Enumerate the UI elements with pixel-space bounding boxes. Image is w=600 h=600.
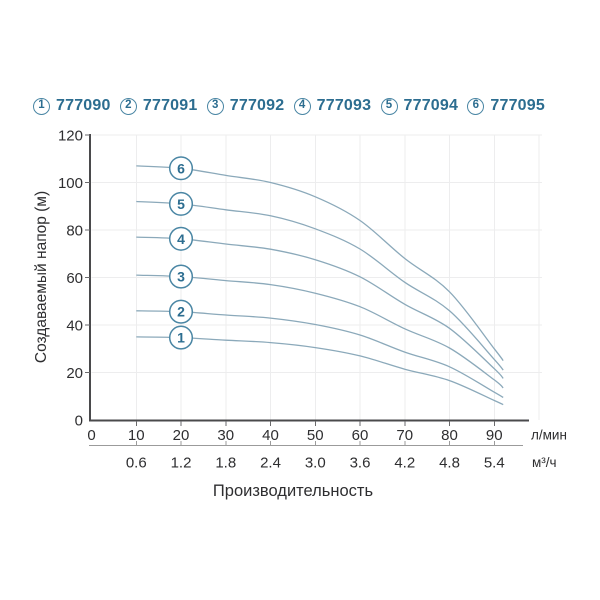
curve-marker-number: 4 bbox=[177, 231, 185, 247]
x-tick-label: 0 bbox=[87, 427, 95, 444]
x2-tick-label: 4.2 bbox=[394, 455, 415, 472]
legend-label: 777095 bbox=[490, 97, 545, 114]
curve-marker-6 bbox=[168, 156, 194, 181]
curve-marker-2 bbox=[168, 299, 194, 324]
curve-marker-number: 1 bbox=[177, 330, 185, 346]
y-tick-label: 40 bbox=[66, 318, 83, 335]
x2-tick-label: 0.6 bbox=[126, 455, 147, 472]
x2-tick-label: 1.2 bbox=[171, 455, 192, 472]
curve-marker-number: 6 bbox=[177, 160, 185, 176]
legend-label: 777093 bbox=[316, 97, 372, 114]
curve-marker-number: 3 bbox=[177, 269, 185, 285]
x2-tick-label: 2.4 bbox=[260, 455, 281, 472]
x-tick-label: 80 bbox=[441, 427, 458, 444]
y-axis-title: Создаваемый напор (м) bbox=[33, 191, 50, 363]
legend-marker-4: 4 bbox=[293, 97, 311, 115]
legend-marker-6: 6 bbox=[467, 97, 485, 115]
y-tick-label: 120 bbox=[58, 128, 83, 145]
legend-marker-3: 3 bbox=[206, 97, 224, 115]
curve-marker-3 bbox=[168, 264, 194, 289]
legend-item-777093: 4 777093 bbox=[293, 97, 372, 115]
pump-curve-777090 bbox=[136, 336, 504, 406]
pump-curve-777092 bbox=[136, 274, 504, 389]
legend-marker-1: 1 bbox=[33, 97, 50, 115]
x-tick-label: 20 bbox=[173, 427, 190, 444]
legend-item-777094: 5 777094 bbox=[380, 97, 459, 115]
legend-label: 777094 bbox=[403, 97, 459, 114]
legend-marker-2: 2 bbox=[119, 97, 137, 115]
pump-curve-777091 bbox=[136, 310, 504, 398]
x-tick-label: 10 bbox=[128, 427, 145, 444]
curve-marker-1 bbox=[168, 325, 194, 350]
curve-marker-number: 5 bbox=[177, 196, 185, 212]
y-tick-label: 0 bbox=[75, 413, 83, 430]
x-axis-unit-secondary: м³/ч bbox=[532, 455, 557, 470]
x-tick-label: 90 bbox=[486, 427, 503, 444]
x-axis-title: Производительность bbox=[213, 482, 373, 500]
x-tick-label: 40 bbox=[262, 427, 279, 444]
curve-marker-4 bbox=[168, 226, 194, 251]
y-tick-label: 100 bbox=[58, 175, 83, 192]
x-axis-unit-primary: л/мин bbox=[531, 428, 567, 443]
legend-label: 777091 bbox=[142, 97, 198, 114]
x-tick-label: 50 bbox=[307, 427, 324, 444]
legend-item-777091: 2 777091 bbox=[119, 97, 198, 115]
x2-tick-label: 5.4 bbox=[484, 455, 505, 472]
x-tick-label: 70 bbox=[396, 427, 413, 444]
y-tick-label: 60 bbox=[66, 270, 83, 287]
y-tick-label: 20 bbox=[66, 365, 83, 382]
pump-curve-777095 bbox=[136, 165, 504, 361]
x2-tick-label: 3.6 bbox=[350, 455, 371, 472]
legend-item-777092: 3 777092 bbox=[206, 97, 285, 115]
y-tick-label: 80 bbox=[66, 223, 83, 240]
pump-curve-777093 bbox=[136, 236, 504, 379]
x-tick-label: 30 bbox=[217, 427, 234, 444]
legend-item-777090: 1 777090 bbox=[33, 97, 111, 115]
legend-label: 777090 bbox=[56, 97, 111, 114]
pump-curve-777094 bbox=[136, 200, 504, 371]
x2-tick-label: 4.8 bbox=[439, 455, 460, 472]
x2-tick-label: 3.0 bbox=[305, 455, 326, 472]
legend-item-777095: 6 777095 bbox=[467, 97, 545, 115]
legend: 1 777090 2 777091 3 777092 4 777093 5 777094 6 7770… bbox=[33, 97, 545, 115]
x-tick-label: 60 bbox=[352, 427, 369, 444]
legend-label: 777092 bbox=[229, 97, 285, 114]
legend-marker-5: 5 bbox=[380, 97, 398, 115]
curve-marker-5 bbox=[168, 191, 194, 216]
x2-tick-label: 1.8 bbox=[215, 455, 236, 472]
curve-marker-number: 2 bbox=[177, 304, 185, 320]
